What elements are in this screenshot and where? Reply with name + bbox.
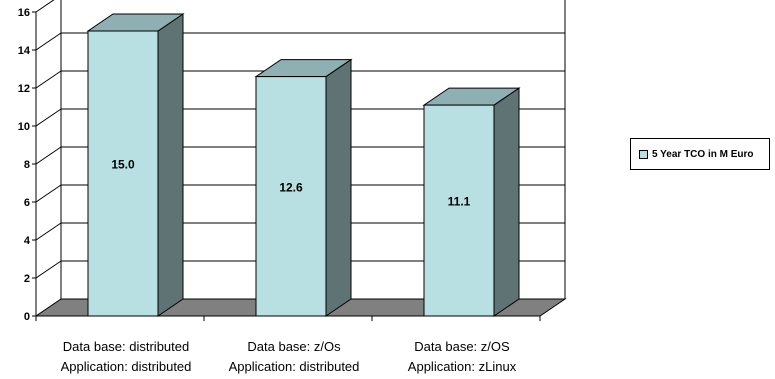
bar-side bbox=[157, 13, 184, 317]
gridline-side bbox=[35, 0, 55, 13]
x-category-label: Data base: z/Os bbox=[247, 339, 341, 354]
bar-side bbox=[493, 87, 520, 317]
y-tick-label: 8 bbox=[24, 159, 30, 171]
bar-side bbox=[325, 58, 352, 317]
gridline-side bbox=[35, 70, 62, 89]
bar bbox=[423, 104, 495, 317]
data-label: 15.0 bbox=[111, 158, 135, 172]
legend-swatch bbox=[639, 149, 648, 159]
gridline-side bbox=[35, 108, 62, 127]
y-tick-label: 2 bbox=[24, 273, 30, 285]
gridline-side bbox=[35, 184, 62, 203]
x-category-label: Application: zLinux bbox=[408, 359, 517, 374]
x-category-label: Data base: z/OS bbox=[414, 339, 510, 354]
y-tick-label: 12 bbox=[18, 83, 30, 95]
labels-layer: 0 2 4 6 8 10 12 14 16 15.0 12.6 11.1 Data base: dist… bbox=[18, 7, 517, 374]
y-tick-label: 14 bbox=[18, 45, 31, 57]
axes-layer bbox=[32, 11, 541, 321]
y-tick-label: 4 bbox=[24, 235, 31, 247]
bar bbox=[87, 30, 159, 317]
gridline-side bbox=[35, 146, 62, 165]
legend-label: 5 Year TCO in M Euro bbox=[652, 148, 754, 160]
y-tick-label: 6 bbox=[24, 197, 30, 209]
x-category-label: Data base: distributed bbox=[63, 339, 189, 354]
x-category-label: Application: distributed bbox=[61, 359, 192, 374]
gridline-side bbox=[35, 260, 62, 279]
legend: 5 Year TCO in M Euro bbox=[630, 138, 770, 170]
data-label: 11.1 bbox=[448, 195, 471, 209]
y-tick-label: 16 bbox=[18, 7, 30, 19]
gridline-side bbox=[35, 222, 62, 241]
y-tick-label: 0 bbox=[24, 311, 30, 323]
data-label: 12.6 bbox=[279, 180, 303, 194]
bars-layer bbox=[86, 13, 521, 317]
x-category-label: Application: distributed bbox=[229, 359, 360, 374]
bar bbox=[255, 76, 327, 317]
y-tick-label: 10 bbox=[18, 121, 30, 133]
gridline-side bbox=[35, 32, 62, 51]
